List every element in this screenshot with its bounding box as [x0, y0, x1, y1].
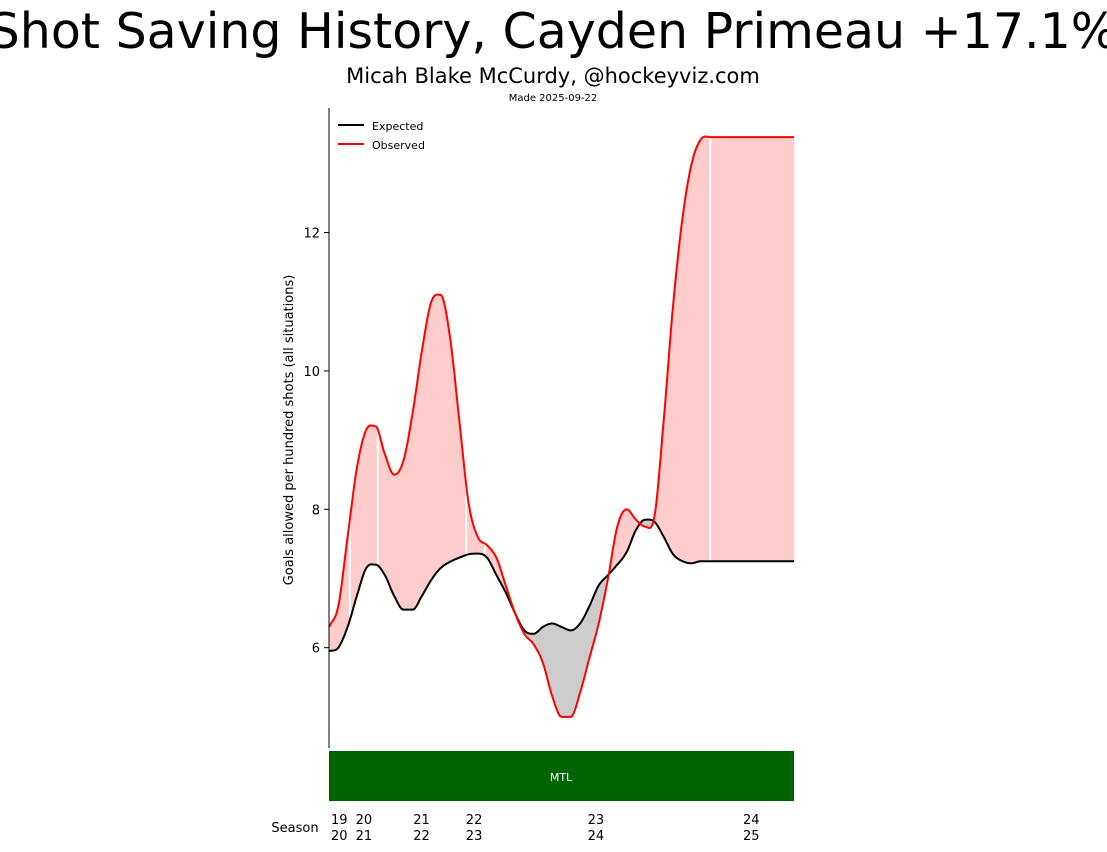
- season-tick-label: 24: [588, 829, 605, 844]
- season-tick-label: 21: [413, 813, 430, 828]
- legend-observed-label: Observed: [372, 139, 425, 152]
- y-tick-label: 10: [303, 365, 320, 380]
- season-tick-label: 21: [356, 829, 373, 844]
- y-tick-label: 8: [312, 503, 320, 518]
- season-tick-label: 24: [743, 813, 760, 828]
- season-tick-label: 19: [331, 813, 348, 828]
- team-band-label: MTL: [550, 771, 573, 784]
- legend: Expected Observed: [338, 120, 425, 152]
- team-band: [329, 751, 794, 801]
- season-tick-label: 20: [356, 813, 373, 828]
- season-axis-label: Season: [271, 821, 318, 836]
- season-tick-label: 23: [466, 829, 483, 844]
- expected-line: [328, 518, 794, 653]
- y-tick-label: 12: [303, 227, 320, 242]
- chart-subtitle: Micah Blake McCurdy, @hockeyviz.com: [346, 64, 760, 88]
- season-tick-label: 25: [743, 829, 760, 844]
- chart-title: Shot Saving History, Cayden Primeau +17.…: [0, 3, 1107, 60]
- made-date: Made 2025-09-22: [509, 93, 598, 104]
- season-tick-label: 22: [413, 829, 430, 844]
- y-tick-label: 6: [312, 642, 320, 657]
- y-axis-label: Goals allowed per hundred shots (all sit…: [282, 275, 297, 586]
- worse-fill-segment: [792, 136, 795, 562]
- season-tick-label: 20: [331, 829, 348, 844]
- legend-expected-label: Expected: [372, 120, 423, 133]
- observed-line: [328, 135, 794, 718]
- season-tick-label: 23: [588, 813, 605, 828]
- plot-area: 6 8 10 12: [303, 108, 795, 748]
- season-tick-label: 22: [466, 813, 483, 828]
